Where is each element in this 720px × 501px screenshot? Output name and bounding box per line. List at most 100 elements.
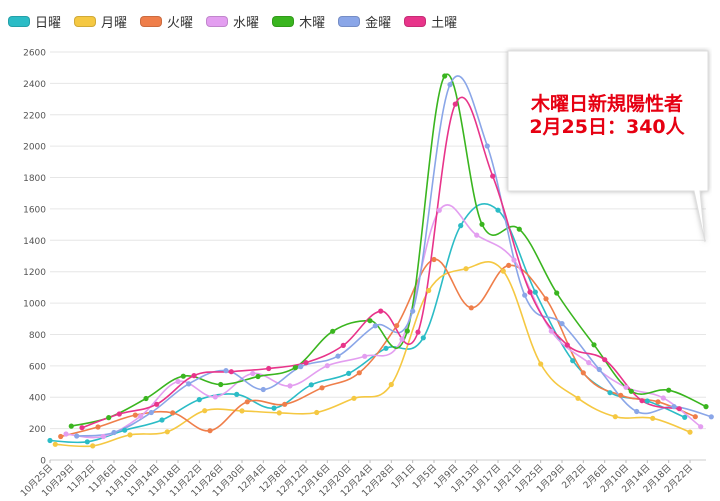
y-tick-label: 800 <box>29 331 46 341</box>
data-point <box>319 385 325 391</box>
data-point <box>591 342 597 348</box>
data-point <box>543 296 549 302</box>
data-point <box>47 437 53 444</box>
y-axis: 0 200 400 600 800 1000 1200 1400 1600 1800 2000 220… <box>23 49 46 467</box>
data-point <box>292 365 298 371</box>
data-point <box>559 321 565 327</box>
data-point <box>682 414 688 420</box>
data-point <box>442 73 448 79</box>
data-point <box>282 401 288 407</box>
legend-label: 金曜 <box>365 15 392 31</box>
legend-item[interactable]: 土曜 <box>404 12 457 31</box>
data-point <box>180 373 186 379</box>
data-point <box>666 387 672 393</box>
data-point <box>116 411 122 417</box>
callout-line-2: 2月25日：340人 <box>529 116 685 138</box>
data-point <box>602 357 608 363</box>
data-point <box>202 408 208 414</box>
data-point <box>266 365 272 372</box>
data-point <box>500 268 506 274</box>
data-point <box>148 409 154 416</box>
legend-swatch <box>338 15 361 27</box>
data-point <box>548 328 554 334</box>
legend-item[interactable]: 金曜 <box>338 12 391 31</box>
data-point <box>698 424 704 430</box>
data-point <box>612 414 618 420</box>
data-point <box>255 373 261 380</box>
data-point <box>708 414 714 420</box>
legend-label: 月曜 <box>101 15 128 31</box>
data-point <box>58 433 64 440</box>
legend-item[interactable]: 水曜 <box>206 12 259 31</box>
data-point <box>111 429 117 436</box>
data-point <box>340 342 346 348</box>
data-point <box>74 433 80 439</box>
data-point <box>628 388 634 394</box>
data-point <box>506 262 512 268</box>
data-point <box>623 384 629 390</box>
data-point <box>122 427 128 433</box>
data-point <box>522 292 528 298</box>
data-point <box>415 329 421 335</box>
data-point <box>532 289 538 295</box>
data-point <box>580 370 586 376</box>
data-point <box>100 433 106 440</box>
data-point <box>468 305 474 311</box>
legend-swatch <box>404 15 427 27</box>
data-point <box>634 408 640 415</box>
data-point <box>367 318 373 324</box>
legend-label: 水曜 <box>233 15 260 31</box>
data-point <box>426 287 432 294</box>
data-point <box>692 414 698 420</box>
data-point <box>303 360 309 366</box>
data-point <box>127 432 133 438</box>
data-point <box>95 424 101 430</box>
data-point <box>596 366 602 373</box>
series-points <box>47 73 714 449</box>
legend-label: 木曜 <box>299 15 326 31</box>
legend-item[interactable]: 木曜 <box>272 12 325 31</box>
y-tick-label: 200 <box>29 425 46 435</box>
data-point <box>655 399 661 405</box>
data-point <box>490 173 496 179</box>
data-point <box>106 415 112 421</box>
y-tick-label: 2600 <box>23 49 46 59</box>
data-point <box>362 353 368 359</box>
data-point <box>639 398 645 404</box>
legend-label: 日曜 <box>35 15 62 31</box>
x-axis: 10月25日10月29日11月2日11月6日11月10日11月14日11月18日… <box>18 460 695 499</box>
grid-lines <box>50 51 706 461</box>
data-point <box>372 323 378 329</box>
data-point <box>388 381 394 388</box>
data-point <box>330 328 336 334</box>
data-point <box>298 364 304 370</box>
callout-box <box>507 50 709 243</box>
y-tick-label: 1200 <box>23 268 46 278</box>
y-tick-label: 1000 <box>23 300 46 310</box>
legend-item[interactable]: 月曜 <box>74 12 127 31</box>
data-point <box>575 395 581 401</box>
data-point <box>132 412 138 418</box>
data-point <box>271 405 277 411</box>
data-point <box>516 226 522 232</box>
legend-swatch <box>272 15 295 27</box>
data-point <box>495 207 501 213</box>
data-point <box>356 370 362 376</box>
legend-item[interactable]: 火曜 <box>140 12 193 31</box>
y-tick-label: 1800 <box>23 174 46 184</box>
legend-item[interactable]: 日曜 <box>8 12 61 31</box>
data-point <box>479 221 485 227</box>
data-point <box>143 395 149 402</box>
data-point <box>287 383 293 389</box>
data-point <box>586 360 592 366</box>
data-point <box>671 404 677 410</box>
data-point <box>186 381 192 387</box>
legend-swatch <box>74 15 97 27</box>
data-point <box>538 361 544 367</box>
data-point <box>399 336 405 342</box>
data-point <box>436 207 442 213</box>
data-point <box>218 381 224 388</box>
data-point <box>244 399 250 405</box>
data-point <box>607 390 613 396</box>
data-point <box>90 443 96 449</box>
